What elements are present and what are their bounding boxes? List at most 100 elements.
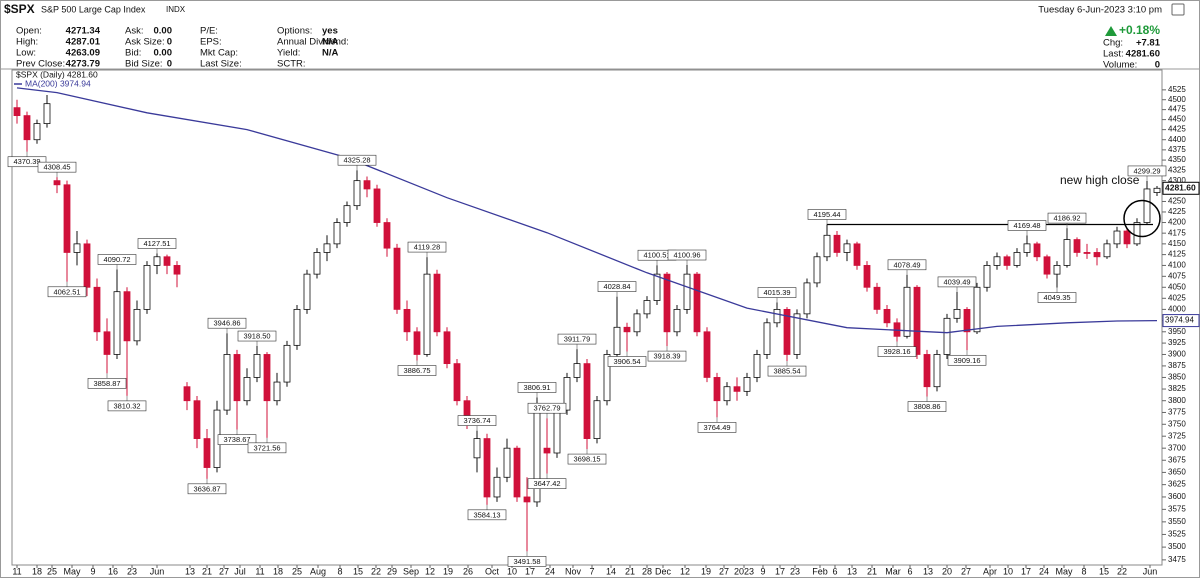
candle-body [413, 331, 421, 355]
x-tick-label: 23 [127, 566, 137, 576]
x-tick-label: 22 [1117, 566, 1127, 576]
annotation-box [807, 209, 847, 220]
annotation-box [647, 350, 687, 362]
candle-body [973, 286, 981, 333]
ma-price-box [1162, 314, 1200, 328]
plot-area [11, 69, 1163, 566]
candle-body [713, 377, 721, 402]
candle-body [1083, 252, 1091, 254]
candle-body [343, 205, 351, 223]
candle-body [1003, 256, 1011, 266]
x-tick-label: 13 [847, 566, 857, 576]
field-label: High: [16, 37, 38, 48]
annotation-box [507, 556, 547, 567]
candle-body [233, 354, 241, 402]
candle-body [833, 234, 841, 253]
x-tick-label: 21 [867, 566, 877, 576]
field-value: 4263.09 [66, 48, 100, 59]
y-tick-label: 3800 [1168, 396, 1186, 405]
candle-body [183, 386, 191, 402]
annotation-label: 3909.16 [953, 356, 980, 365]
candle-body [83, 243, 91, 288]
candle-body [143, 265, 151, 310]
field-label: Low: [16, 48, 36, 59]
annotation-label: 4308.45 [43, 163, 70, 172]
candle-body [1013, 252, 1021, 266]
annotation-box [907, 401, 947, 412]
candle-body [513, 447, 521, 498]
y-tick-label: 4350 [1168, 155, 1186, 164]
candle-body [653, 273, 661, 301]
y-tick-label: 3925 [1168, 338, 1186, 347]
y-tick-label: 4200 [1168, 218, 1186, 227]
candle-body [273, 381, 281, 402]
annotation-box [697, 422, 737, 433]
candle-body [723, 386, 731, 402]
x-tick-label: Apr [983, 566, 997, 576]
x-tick-label: Jul [234, 566, 246, 576]
x-tick-label: 21 [202, 566, 212, 576]
x-tick-label: 9 [760, 566, 765, 576]
field-value: 0 [167, 59, 172, 70]
y-tick-label: 3475 [1168, 555, 1186, 564]
field-label: Yield: [277, 48, 300, 59]
exchange: INDX [166, 5, 186, 14]
x-tick-label: 13 [923, 566, 933, 576]
candle-body [403, 308, 411, 333]
x-tick-label: May [63, 566, 81, 576]
field-label: Ask: [125, 26, 143, 37]
candle-body [323, 243, 331, 253]
last-price-label: 4281.60 [1165, 183, 1196, 193]
ma-price-label: 3974.94 [1165, 316, 1194, 325]
candle-body [103, 331, 111, 355]
x-tick-label: Feb [812, 566, 828, 576]
change-pct: +0.18% [1119, 23, 1160, 37]
field-label: Mkt Cap: [200, 48, 238, 59]
x-tick-label: 15 [353, 566, 363, 576]
candle-body [303, 273, 311, 310]
y-tick-label: 3700 [1168, 443, 1186, 452]
y-tick-label: 3825 [1168, 384, 1186, 393]
x-tick-label: 6 [907, 566, 912, 576]
candle-body [853, 243, 861, 266]
y-tick-label: 3775 [1168, 408, 1186, 417]
annotation-box [1047, 212, 1087, 224]
candle-body [993, 256, 1001, 266]
candle-body [873, 286, 881, 310]
annotation-box [337, 154, 377, 166]
y-tick-label: 3525 [1168, 530, 1186, 539]
candle-body [1033, 243, 1041, 258]
annotation-box [137, 238, 177, 249]
candle-body [1043, 256, 1051, 275]
x-tick-label: 17 [775, 566, 785, 576]
y-tick-label: 3875 [1168, 361, 1186, 370]
candle-body [1143, 188, 1151, 223]
legend-price: $SPX (Daily) 4281.60 [16, 69, 98, 79]
candle-body [813, 256, 821, 284]
y-tick-label: 4325 [1168, 165, 1186, 174]
field-value: 4287.01 [66, 37, 101, 48]
menu-icon[interactable] [1171, 3, 1185, 16]
candle-body [933, 354, 941, 388]
annotation-box [1007, 220, 1047, 231]
annotation-label: 4169.48 [1013, 221, 1040, 230]
annotation-box [187, 483, 227, 495]
annotation-box [567, 453, 607, 465]
candle-body [583, 363, 591, 439]
annotation-label: 3806.91 [523, 383, 550, 392]
annotation-label: 4370.39 [13, 157, 40, 166]
candle-body [283, 344, 291, 383]
quote-value: 0 [1155, 60, 1160, 71]
annotation-label: 4127.51 [143, 239, 170, 248]
y-tick-label: 4025 [1168, 293, 1186, 302]
x-tick-label: 20 [942, 566, 952, 576]
x-tick-label: May [1055, 566, 1073, 576]
candle-body [133, 308, 141, 342]
candle-body [1093, 252, 1101, 258]
annotation-label: 4090.72 [103, 255, 130, 264]
annotation-box [557, 333, 597, 345]
x-tick-label: 25 [292, 566, 302, 576]
annotation-box [767, 365, 807, 377]
field-label: SCTR: [277, 59, 306, 70]
